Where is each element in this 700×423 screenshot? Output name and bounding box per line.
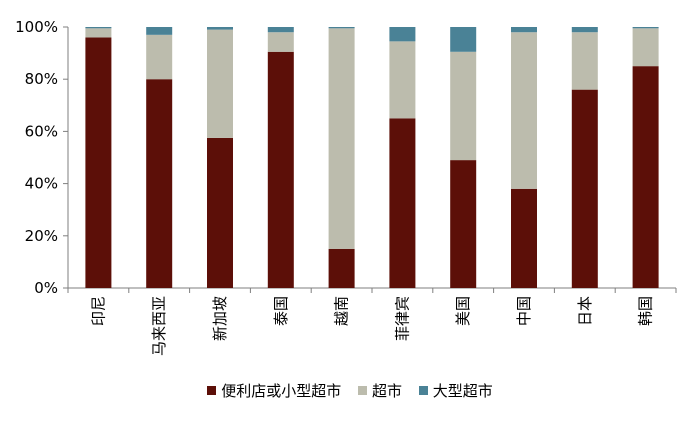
x-category-label: 新加坡 [211,296,229,341]
bar-segment-s1-c2 [207,29,233,138]
bar-segment-s2-c0 [85,27,112,29]
y-tick-label: 40% [25,175,58,193]
bars [85,27,659,289]
legend-label-convenience: 便利店或小型超市 [221,382,342,400]
bar-segment-s2-c8 [571,27,598,33]
bar-segment-s0-c2 [207,137,233,288]
bar-segment-s2-c1 [146,27,173,35]
x-axis: 印尼 马来西亚 新加坡 泰国 越南 菲律宾 美国 中国 日本 韩国 [67,287,677,356]
bar-segment-s1-c1 [146,34,173,80]
legend-swatch-convenience [207,386,217,395]
y-tick-label: 60% [25,122,58,140]
bar-segment-s0-c3 [267,51,294,288]
y-axis: 0% 20% 40% 60% 80% 100% [15,18,69,297]
x-category-label: 韩国 [637,296,655,326]
legend-label-hypermarket: 大型超市 [432,382,493,400]
bar-segment-s1-c7 [511,32,537,189]
bar-segment-s0-c6 [450,160,477,288]
x-category-label: 中国 [515,296,533,326]
x-category-label: 越南 [333,296,351,326]
legend-swatch-hypermarket [418,386,428,395]
y-tick-label: 20% [25,227,58,245]
legend-label-supermarket: 超市 [371,382,402,400]
y-tick-label: 0% [34,279,58,297]
x-category-label: 菲律宾 [393,296,411,341]
bar-segment-s0-c5 [389,118,416,288]
bar-segment-s0-c9 [632,66,659,289]
x-category-label: 美国 [454,296,472,326]
bar-segment-s1-c6 [450,51,477,161]
bar-segment-s1-c0 [85,28,112,38]
bar-segment-s2-c7 [511,27,537,33]
legend: 便利店或小型超市 超市 大型超市 [0,380,700,401]
y-tick-label: 100% [15,18,58,36]
legend-item-convenience: 便利店或小型超市 [207,380,341,401]
bar-segment-s0-c4 [328,248,355,288]
bar-segment-s2-c3 [267,27,294,33]
y-tick-label: 80% [25,70,58,88]
x-category-label: 马来西亚 [150,296,168,356]
legend-item-supermarket: 超市 [357,380,402,401]
bar-segment-s0-c0 [85,37,112,288]
bar-segment-s2-c2 [207,27,233,30]
legend-swatch-supermarket [357,386,367,395]
x-category-label: 日本 [576,296,594,326]
bar-segment-s0-c8 [571,89,598,288]
bar-segment-s1-c3 [267,32,294,52]
bar-segment-s2-c5 [389,27,416,42]
bar-segment-s1-c8 [571,32,598,90]
bar-segment-s1-c9 [632,28,659,67]
bar-segment-s1-c5 [389,41,416,119]
legend-item-hypermarket: 大型超市 [418,380,493,401]
x-category-label: 泰国 [272,296,290,326]
bar-segment-s2-c6 [450,27,477,52]
bar-segment-s1-c4 [328,28,355,249]
x-category-label: 印尼 [89,296,107,326]
bar-segment-s2-c9 [632,27,659,29]
bar-segment-s0-c7 [511,188,537,288]
bar-segment-s0-c1 [146,79,173,288]
bar-segment-s2-c4 [328,27,355,29]
